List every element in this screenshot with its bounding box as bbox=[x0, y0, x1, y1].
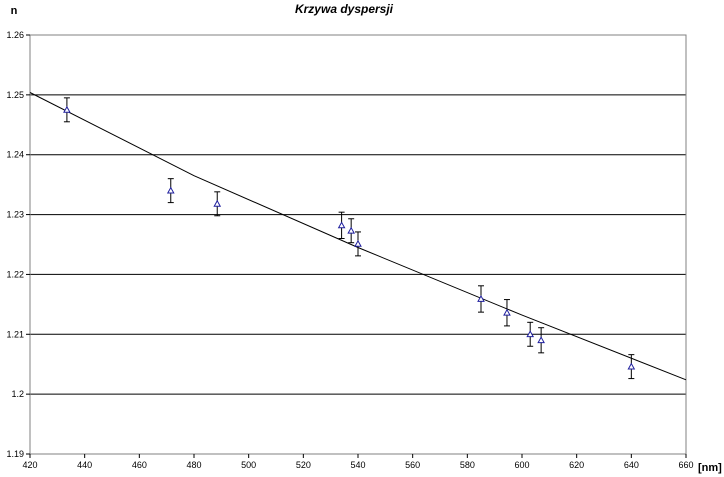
y-tick-label: 1.22 bbox=[6, 269, 24, 279]
axis-ticks: 1.19 1.2 1.21 1.22 1.23 1.24 1.25 1.26 420 440 460… bbox=[6, 30, 693, 470]
y-tick-label: 1.25 bbox=[6, 90, 24, 100]
grid-lines bbox=[30, 94, 686, 395]
data-point-marker bbox=[354, 239, 362, 247]
chart-title: Krzywa dyspersji bbox=[295, 2, 394, 16]
y-tick-label: 1.26 bbox=[6, 30, 24, 40]
data-point-marker bbox=[337, 221, 346, 229]
x-tick-label: 620 bbox=[569, 460, 584, 470]
x-tick-label: 420 bbox=[22, 460, 37, 470]
x-tick-label: 600 bbox=[514, 460, 529, 470]
data-points bbox=[63, 97, 636, 380]
x-tick-label: 520 bbox=[296, 460, 311, 470]
data-point-marker bbox=[627, 362, 636, 370]
data-point-marker bbox=[166, 186, 175, 194]
x-axis-label: [nm] bbox=[698, 462, 722, 474]
y-axis-label: n bbox=[11, 5, 18, 17]
data-point-marker bbox=[477, 294, 485, 302]
y-tick-label: 1.19 bbox=[6, 449, 24, 459]
x-tick-label: 440 bbox=[77, 460, 92, 470]
x-tick-label: 560 bbox=[405, 460, 420, 470]
x-tick-label: 540 bbox=[350, 460, 365, 470]
data-point-marker bbox=[63, 105, 71, 113]
data-point-marker bbox=[503, 308, 511, 316]
data-point-marker bbox=[347, 226, 356, 234]
data-point-marker bbox=[213, 199, 222, 207]
data-point-marker bbox=[537, 336, 545, 344]
y-tick-label: 1.21 bbox=[6, 329, 24, 339]
y-tick-label: 1.24 bbox=[6, 150, 24, 160]
y-tick-label: 1.23 bbox=[6, 210, 24, 220]
x-tick-label: 660 bbox=[678, 460, 693, 470]
x-tick-label: 500 bbox=[241, 460, 256, 470]
x-tick-label: 640 bbox=[624, 460, 639, 470]
x-tick-label: 580 bbox=[460, 460, 475, 470]
x-tick-label: 460 bbox=[132, 460, 147, 470]
data-point-marker bbox=[526, 330, 535, 338]
x-tick-label: 480 bbox=[186, 460, 201, 470]
y-tick-label: 1.2 bbox=[11, 389, 24, 399]
